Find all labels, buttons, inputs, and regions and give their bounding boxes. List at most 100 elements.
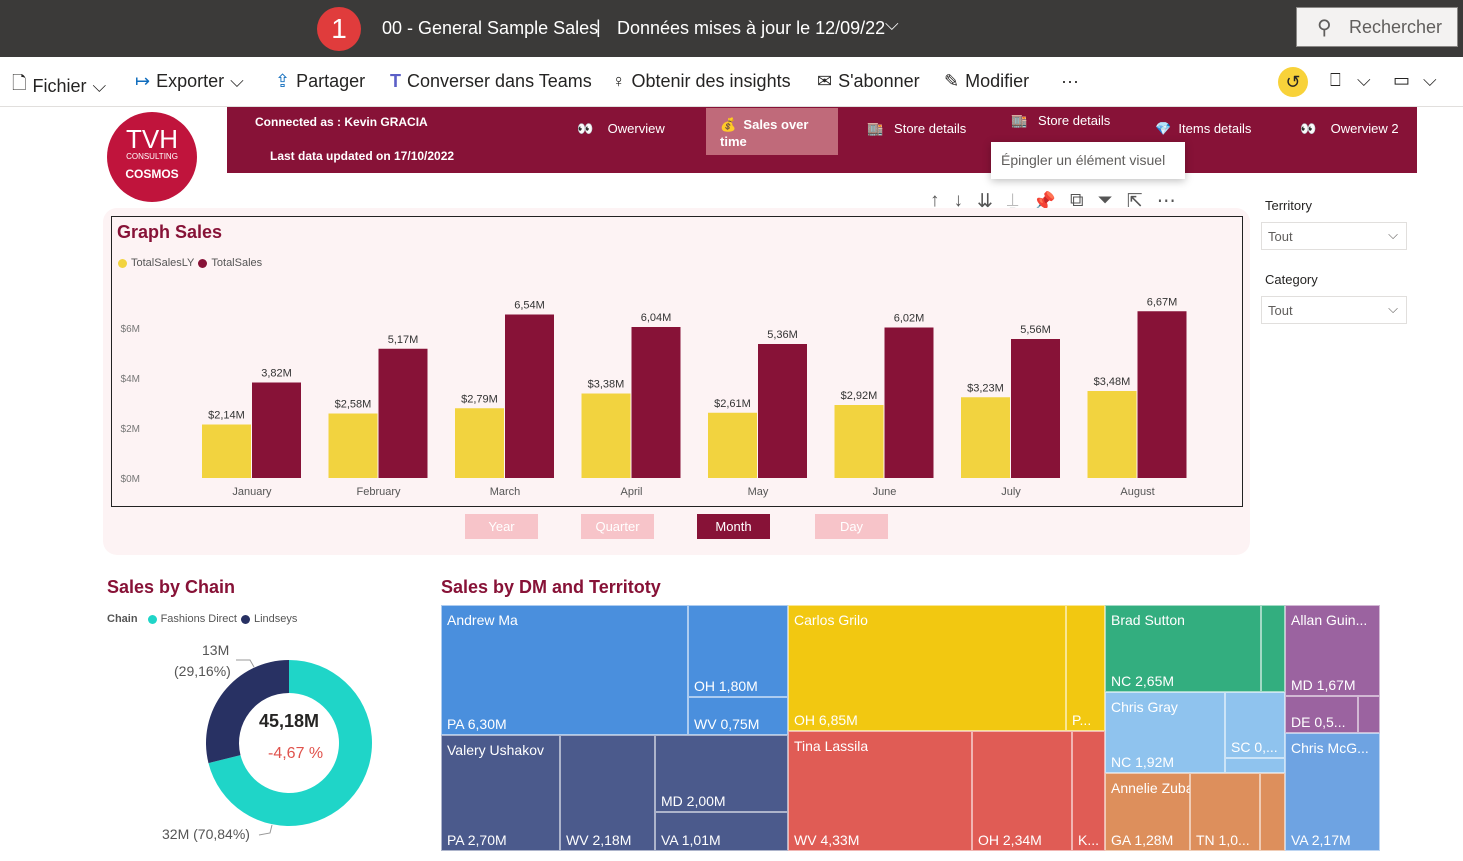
donut-slice [208, 660, 372, 826]
y-tick-label: $2M [121, 424, 140, 435]
nav-owerview[interactable]: 👀 Owerview [577, 121, 665, 136]
treemap-cell[interactable]: DE 0,5... [1285, 696, 1358, 733]
granularity-month[interactable]: Month [697, 514, 770, 539]
chevron-down-icon: ⌵ [92, 75, 107, 96]
treemap-cell[interactable]: Chris Gray NC 1,92M [1105, 692, 1225, 773]
teams-button[interactable]: T Converser dans Teams [390, 71, 592, 92]
drill-up-icon[interactable]: ↑ [930, 190, 940, 211]
eyes-icon: 👀 [577, 121, 594, 136]
cell-group: Valery Ushakov [447, 742, 545, 758]
donut-center-delta: -4,67 % [268, 745, 324, 762]
bar-TotalSales [1011, 339, 1060, 478]
treemap-cell[interactable] [1225, 758, 1285, 773]
cell-value: NC 1,92M [1111, 754, 1175, 770]
treemap-cell[interactable]: Andrew Ma PA 6,30M [441, 605, 688, 735]
expand-hierarchy-icon[interactable]: ⍊ [1006, 190, 1019, 211]
chevron-down-icon[interactable]: ⌵ [1357, 70, 1371, 90]
treemap-cell[interactable] [1260, 773, 1285, 851]
treemap-cell[interactable]: Valery Ushakov PA 2,70M [441, 735, 560, 851]
cell-group: Annelie Zubar [1111, 780, 1199, 796]
treemap-cell[interactable]: Carlos Grilo OH 6,85M [788, 605, 1066, 731]
file-icon: 🗋 [12, 73, 27, 93]
export-label: Exporter [156, 71, 225, 91]
nav-sales-over-time[interactable]: 💰 Sales over time [706, 108, 838, 155]
granularity-quarter[interactable]: Quarter [581, 514, 654, 539]
eyes-icon: 👀 [1300, 121, 1317, 136]
share-button[interactable]: ⇪ Partager [275, 71, 365, 92]
nav-owerview-2[interactable]: 👀 Owerview 2 [1300, 121, 1399, 136]
treemap-cell[interactable]: Chris McG... VA 2,17M [1285, 733, 1380, 851]
slice-label-lindseys: 13M [202, 642, 230, 658]
copy-icon[interactable]: ⧉ [1070, 190, 1084, 211]
legend-ty: TotalSales [211, 257, 263, 269]
view-icon[interactable]: ▭ [1393, 70, 1411, 90]
treemap-cell[interactable]: TN 1,0... [1190, 773, 1260, 851]
drill-down-icon[interactable]: ↓ [953, 190, 964, 211]
chevron-down-icon[interactable]: ⌵ [885, 14, 899, 34]
treemap-cell[interactable]: P... [1066, 605, 1105, 731]
subscribe-button[interactable]: ✉ S'abonner [817, 71, 920, 92]
bar-TotalSales [378, 348, 428, 478]
nav-items-details[interactable]: 💎 Items details [1155, 121, 1251, 136]
annotation-1: 1 [317, 7, 361, 51]
filter-icon[interactable]: ⏷ [1097, 190, 1113, 211]
nav-store-details-2[interactable]: 🏬 Store details [1011, 113, 1110, 128]
logo: TVH CONSULTING COSMOS [107, 112, 197, 202]
treemap-cell[interactable] [1261, 605, 1285, 692]
insights-button[interactable]: ♀ Obtenir des insights [612, 71, 791, 92]
data-updated[interactable]: Données mises à jour le 12/09/22 [617, 18, 886, 38]
export-menu[interactable]: ↦ Exporter ⌵ [135, 71, 244, 92]
edit-button[interactable]: ✎ Modifier [944, 71, 1029, 92]
data-label: 6,02M [894, 313, 925, 325]
more-button[interactable]: ··· [1061, 71, 1079, 91]
granularity-day[interactable]: Day [815, 514, 888, 539]
x-tick-label: May [748, 486, 769, 498]
pencil-icon: ✎ [944, 71, 960, 91]
chevron-down-icon[interactable]: ⌵ [1423, 70, 1437, 90]
chart-legend: TotalSalesLY TotalSales [118, 257, 262, 269]
treemap-cell[interactable] [1358, 696, 1380, 733]
treemap-cell[interactable]: Tina Lassila WV 4,33M [788, 731, 972, 851]
search-input[interactable]: ⚲ Rechercher [1296, 7, 1458, 47]
file-menu[interactable]: 🗋 Fichier ⌵ [12, 71, 106, 101]
legend-dot-fashions [147, 614, 157, 624]
reset-icon[interactable]: ↺ [1278, 67, 1308, 97]
treemap-cell[interactable]: OH 1,80M [688, 605, 788, 697]
category-dropdown[interactable]: Tout ⌵ [1261, 296, 1407, 324]
treemap-cell[interactable]: WV 2,18M [560, 735, 655, 851]
treemap-cell[interactable]: Annelie Zubar GA 1,28M [1105, 773, 1198, 851]
lightbulb-icon: ♀ [612, 71, 626, 91]
treemap-cell[interactable]: Brad Sutton NC 2,65M [1105, 605, 1261, 692]
data-label: 5,56M [1020, 324, 1051, 336]
pin-icon[interactable]: 📌 [1032, 192, 1056, 213]
focus-mode-icon[interactable]: ⇱ [1126, 191, 1143, 212]
treemap-cell[interactable]: K... [1072, 731, 1105, 851]
data-label: 3,82M [261, 368, 292, 380]
x-tick-label: July [1001, 486, 1021, 498]
nav-label: Store details [1038, 113, 1111, 128]
granularity-year[interactable]: Year [465, 514, 538, 539]
separator: | [596, 17, 601, 37]
treemap-cell[interactable]: MD 2,00M [655, 735, 788, 812]
nav-store-details[interactable]: 🏬 Store details [867, 121, 966, 136]
data-label: $2,61M [714, 398, 751, 410]
donut-chart[interactable] [150, 635, 410, 855]
treemap-cell[interactable]: SC 0,... [1225, 692, 1285, 758]
visual-header: ↑ ↓ ⇊ ⍊ 📌 ⧉ ⏷ ⇱ ⋯ [930, 190, 1176, 214]
treemap-cell[interactable]: WV 0,75M [688, 697, 788, 735]
treemap-cell[interactable]: VA 1,01M [655, 812, 788, 851]
legend-dot-ty [198, 258, 208, 268]
bar-TotalSales [505, 314, 554, 478]
bar-TotalSalesLY [1087, 391, 1137, 478]
bookmark-icon[interactable]: ⎕ [1330, 70, 1341, 90]
nav-label: Sales over time [720, 117, 809, 149]
more-options-icon[interactable]: ⋯ [1156, 191, 1176, 212]
treemap-cell[interactable]: Allan Guin... MD 1,67M [1285, 605, 1380, 696]
expand-all-icon[interactable]: ⇊ [977, 191, 993, 212]
treemap-cell[interactable]: OH 2,34M [972, 731, 1072, 851]
nav-label: Owerview [607, 121, 665, 136]
search-placeholder: Rechercher [1349, 17, 1443, 37]
territory-dropdown[interactable]: Tout ⌵ [1261, 222, 1407, 250]
graph-sales-chart[interactable]: Graph Sales TotalSalesLY TotalSales $0M $… [111, 216, 1243, 507]
connected-as: Connected as : Kevin GRACIA [255, 115, 428, 129]
